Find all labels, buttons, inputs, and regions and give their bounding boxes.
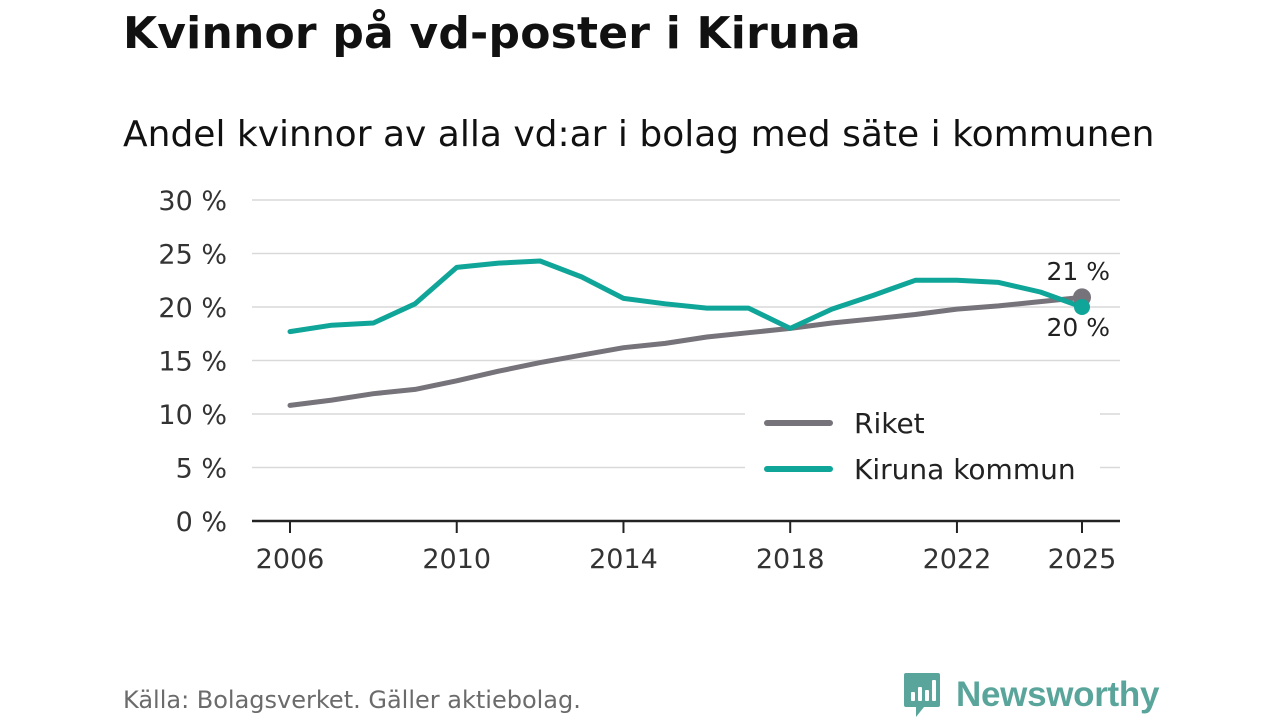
series-line-riket xyxy=(287,294,1085,408)
end-marker xyxy=(1074,299,1090,315)
y-tick-label: 30 % xyxy=(158,186,227,217)
y-tick-label: 15 % xyxy=(158,347,227,378)
y-axis-tick-labels: 0 % 5 % 10 % 15 % 20 % 25 % 30 % xyxy=(158,186,227,538)
y-tick-label: 5 % xyxy=(176,454,227,485)
legend-label: Riket xyxy=(854,407,925,440)
end-labels: 21 % 20 % xyxy=(1046,257,1110,342)
legend: Riket Kiruna kommun xyxy=(745,400,1100,500)
brand-logo: Newsworthy xyxy=(902,670,1159,720)
series-line-kiruna-kommun xyxy=(287,258,1085,335)
y-tick-label: 20 % xyxy=(158,293,227,324)
series-lines xyxy=(287,258,1091,408)
brand-name: Newsworthy xyxy=(956,675,1160,714)
legend-background xyxy=(745,400,1100,500)
x-tick-label: 2025 xyxy=(1048,544,1117,575)
y-tick-label: 25 % xyxy=(158,240,227,271)
source-note: Källa: Bolagsverket. Gäller aktiebolag. xyxy=(123,686,581,714)
legend-label: Kiruna kommun xyxy=(854,453,1076,486)
end-label-riket: 21 % xyxy=(1046,257,1110,286)
x-tick-label: 2010 xyxy=(422,544,491,575)
x-tick-label: 2014 xyxy=(589,544,658,575)
chart-subtitle: Andel kvinnor av alla vd:ar i bolag med … xyxy=(123,114,1155,155)
x-tick-label: 2022 xyxy=(923,544,992,575)
newsworthy-logo-icon xyxy=(904,673,940,717)
x-axis: 2006 2010 2014 2018 2022 2025 xyxy=(252,519,1120,575)
end-label-kiruna: 20 % xyxy=(1046,313,1110,342)
y-tick-label: 0 % xyxy=(176,507,227,538)
chart-title: Kvinnor på vd-poster i Kiruna xyxy=(123,8,861,59)
x-tick-label: 2018 xyxy=(756,544,825,575)
x-tick-label: 2006 xyxy=(256,544,325,575)
y-tick-label: 10 % xyxy=(158,400,227,431)
